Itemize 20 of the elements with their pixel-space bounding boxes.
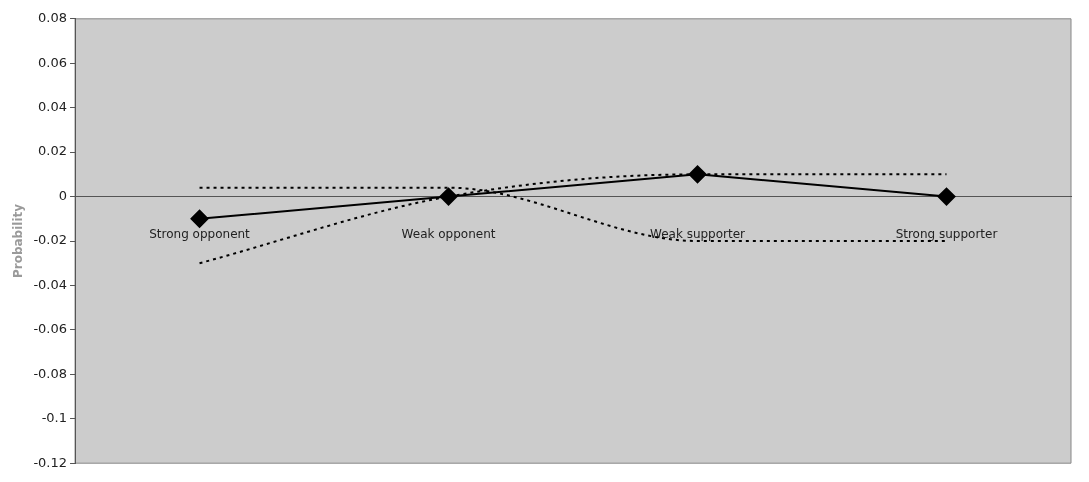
x-tick-label: Weak supporter bbox=[649, 226, 746, 241]
y-tick-label: 0.06 bbox=[38, 54, 68, 70]
y-tick-label: -0.04 bbox=[33, 276, 68, 292]
y-tick-label: 0.02 bbox=[38, 143, 68, 159]
y-tick-label: 0.04 bbox=[38, 99, 68, 115]
y-tick-label: -0.08 bbox=[33, 365, 68, 381]
x-tick-label: Strong supporter bbox=[895, 226, 998, 241]
y-axis-title: Probability bbox=[11, 203, 26, 279]
y-tick-label: 0.08 bbox=[38, 10, 68, 26]
x-tick-label: Weak opponent bbox=[401, 226, 496, 241]
point bbox=[937, 187, 956, 206]
point bbox=[190, 209, 209, 228]
x-tick-label: Strong opponent bbox=[149, 226, 251, 241]
y-tick-label: -0.06 bbox=[33, 321, 68, 337]
y-tick-label: -0.12 bbox=[33, 454, 68, 470]
y-tick-label: -0.1 bbox=[41, 410, 68, 426]
point bbox=[688, 165, 707, 184]
point bbox=[439, 187, 458, 206]
y-tick-label: 0 bbox=[58, 187, 68, 203]
y-tick-label: -0.02 bbox=[33, 232, 68, 248]
